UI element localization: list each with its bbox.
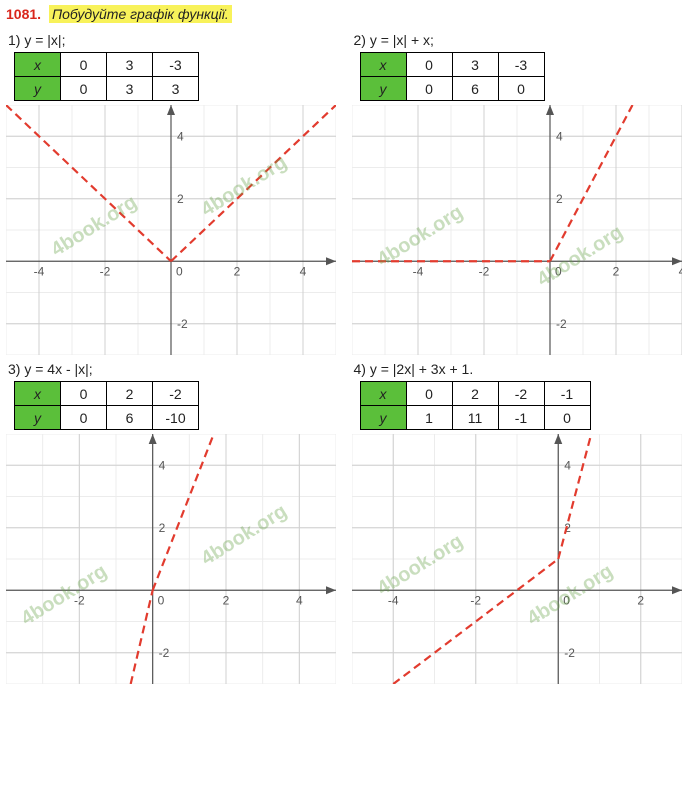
- task-number: 1081.: [6, 6, 41, 22]
- svg-text:4: 4: [296, 593, 303, 607]
- table-cell: -10: [153, 406, 199, 430]
- svg-text:-2: -2: [177, 317, 188, 331]
- svg-text:-4: -4: [387, 593, 398, 607]
- panel-3-table: x 0 2 -2 y 0 6 -10: [14, 381, 199, 430]
- panel-3: 3) y = 4x - |x|; x 0 2 -2 y 0 6 -10 -224…: [6, 359, 344, 684]
- table-cell: 0: [498, 77, 544, 101]
- svg-text:-4: -4: [34, 264, 45, 278]
- svg-text:0: 0: [158, 593, 165, 607]
- table-cell: 0: [406, 77, 452, 101]
- svg-text:4: 4: [177, 129, 184, 143]
- panel-4-table: x 0 2 -2 -1 y 1 11 -1 0: [360, 381, 591, 430]
- svg-text:-2: -2: [159, 646, 170, 660]
- task-text: Побудуйте графік функції.: [49, 5, 232, 23]
- table-cell: -2: [498, 382, 544, 406]
- panel-4-chart: -4-22-2240 4book.org 4book.org: [352, 434, 682, 684]
- svg-text:2: 2: [234, 264, 241, 278]
- table-hdr-x: x: [15, 382, 61, 406]
- svg-text:0: 0: [563, 593, 570, 607]
- table-cell: 1: [406, 406, 452, 430]
- panel-2-chart: -4-224-2240 4book.org 4book.org: [352, 105, 682, 355]
- svg-text:-4: -4: [412, 264, 423, 278]
- table-hdr-y: y: [15, 406, 61, 430]
- table-cell: -1: [498, 406, 544, 430]
- svg-text:-2: -2: [564, 646, 575, 660]
- svg-text:4: 4: [564, 458, 571, 472]
- table-cell: 3: [452, 53, 498, 77]
- table-cell: -1: [544, 382, 590, 406]
- table-cell: 6: [107, 406, 153, 430]
- svg-text:-2: -2: [74, 593, 85, 607]
- table-cell: 2: [107, 382, 153, 406]
- svg-text:2: 2: [159, 521, 166, 535]
- panels-grid: 1) y = |x|; x 0 3 -3 y 0 3 3 -4-224-2240…: [6, 30, 689, 684]
- svg-text:4: 4: [556, 129, 563, 143]
- panel-2-table: x 0 3 -3 y 0 6 0: [360, 52, 545, 101]
- svg-text:2: 2: [637, 593, 644, 607]
- svg-text:4: 4: [300, 264, 307, 278]
- table-hdr-y: y: [360, 77, 406, 101]
- table-cell: 0: [544, 406, 590, 430]
- svg-text:0: 0: [555, 264, 562, 278]
- panel-3-title: 3) y = 4x - |x|;: [8, 361, 344, 377]
- table-cell: 3: [107, 77, 153, 101]
- table-cell: 0: [61, 77, 107, 101]
- svg-text:4: 4: [678, 264, 681, 278]
- svg-text:0: 0: [176, 264, 183, 278]
- table-hdr-y: y: [15, 77, 61, 101]
- table-hdr-x: x: [360, 382, 406, 406]
- panel-1-title: 1) y = |x|;: [8, 32, 344, 48]
- panel-2-title: 2) y = |x| + x;: [354, 32, 690, 48]
- svg-text:-2: -2: [556, 317, 567, 331]
- table-cell: 6: [452, 77, 498, 101]
- table-cell: 0: [61, 406, 107, 430]
- panel-4: 4) y = |2x| + 3x + 1. x 0 2 -2 -1 y 1 11…: [352, 359, 690, 684]
- panel-3-chart: -224-2240 4book.org 4book.org: [6, 434, 336, 684]
- table-cell: -3: [153, 53, 199, 77]
- table-cell: 0: [406, 53, 452, 77]
- table-cell: 0: [406, 382, 452, 406]
- table-cell: 0: [61, 53, 107, 77]
- table-cell: 11: [452, 406, 498, 430]
- svg-text:2: 2: [223, 593, 230, 607]
- svg-text:4: 4: [159, 458, 166, 472]
- panel-1-table: x 0 3 -3 y 0 3 3: [14, 52, 199, 101]
- svg-text:-2: -2: [478, 264, 489, 278]
- table-hdr-y: y: [360, 406, 406, 430]
- table-cell: -2: [153, 382, 199, 406]
- task-header: 1081. Побудуйте графік функції.: [6, 6, 689, 22]
- panel-1-chart: -4-224-2240 4book.org 4book.org: [6, 105, 336, 355]
- svg-text:2: 2: [177, 192, 184, 206]
- svg-text:-2: -2: [100, 264, 111, 278]
- table-cell: 3: [107, 53, 153, 77]
- table-cell: 3: [153, 77, 199, 101]
- panel-2: 2) y = |x| + x; x 0 3 -3 y 0 6 0 -4 -2 2 4 -…: [352, 30, 690, 355]
- table-cell: 0: [61, 382, 107, 406]
- panel-4-title: 4) y = |2x| + 3x + 1.: [354, 361, 690, 377]
- table-cell: 2: [452, 382, 498, 406]
- table-cell: -3: [498, 53, 544, 77]
- table-hdr-x: x: [360, 53, 406, 77]
- svg-text:-2: -2: [470, 593, 481, 607]
- svg-text:2: 2: [612, 264, 619, 278]
- table-hdr-x: x: [15, 53, 61, 77]
- panel-1: 1) y = |x|; x 0 3 -3 y 0 3 3 -4 -2 2 4 -2 2 4 0…: [6, 30, 344, 355]
- svg-text:2: 2: [556, 192, 563, 206]
